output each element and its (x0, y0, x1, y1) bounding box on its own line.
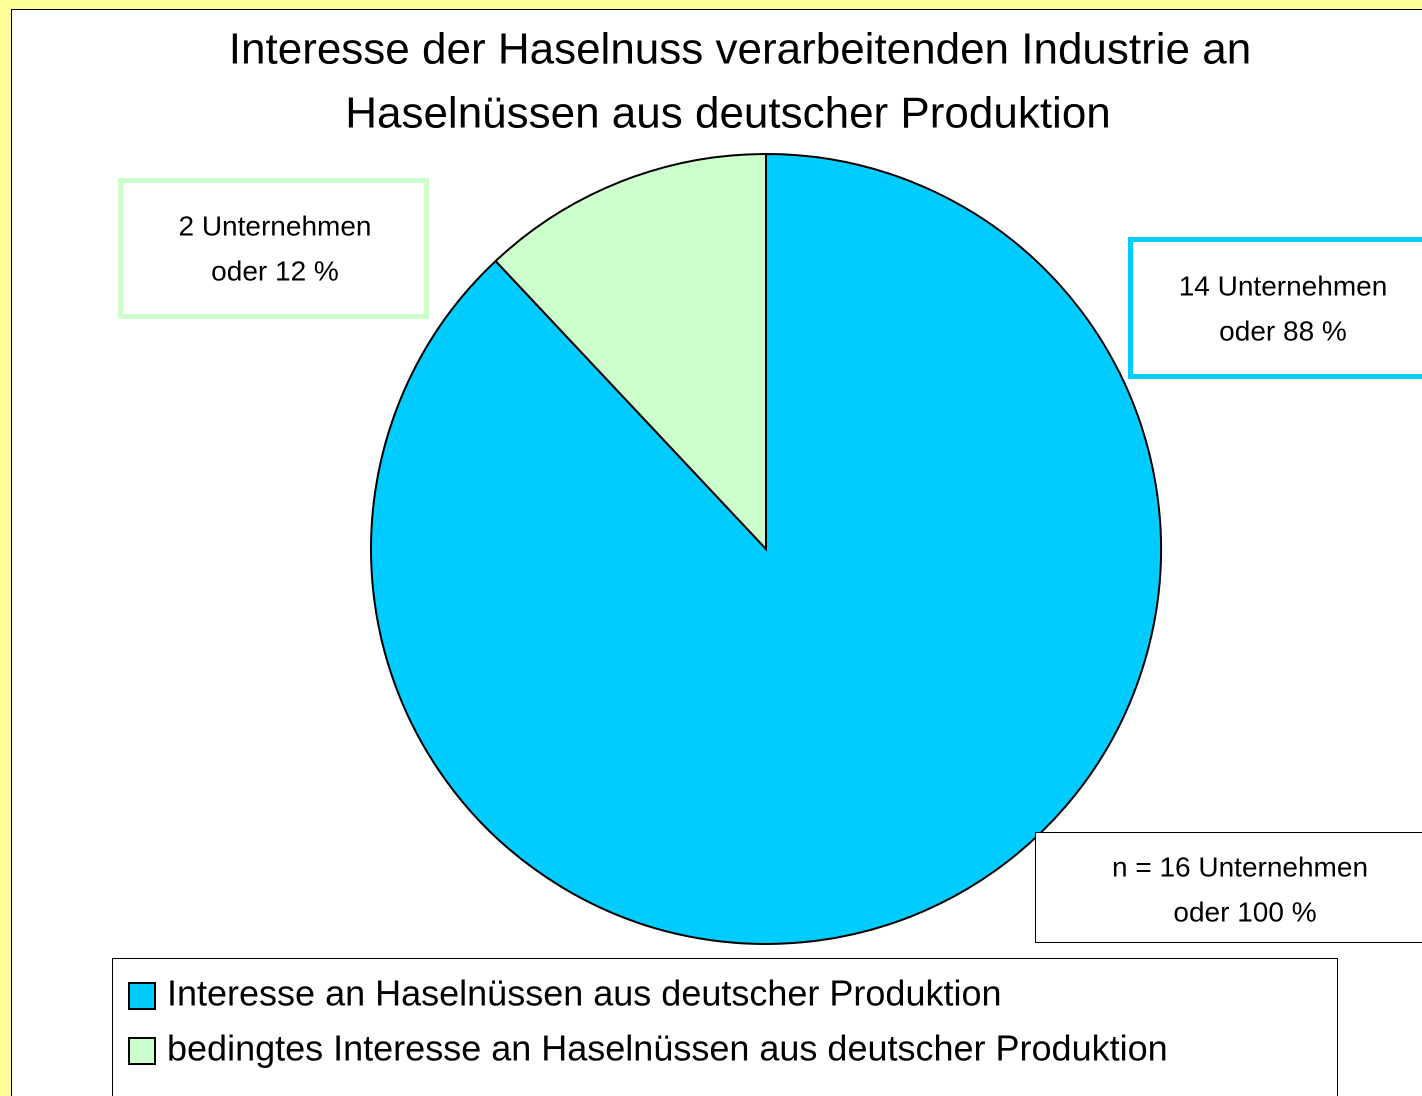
legend-label: Interesse an Haselnüssen aus deutscher P… (167, 973, 1002, 1014)
data-label: 2 Unternehmen (178, 210, 371, 241)
label-box (1128, 237, 1422, 379)
label-box (118, 178, 429, 319)
legend-label: bedingtes Interesse an Haselnüssen aus d… (167, 1028, 1168, 1069)
chart-title: Interesse der Haselnuss verarbeitenden I… (229, 25, 1251, 74)
data-label: oder 12 % (211, 255, 339, 286)
annotation: n = 16 Unternehmen (1112, 851, 1368, 882)
pie-slice (494, 152, 767, 552)
chart-title: Haselnüssen aus deutscher Produktion (345, 89, 1111, 138)
annotation: oder 100 % (1173, 896, 1316, 927)
legend-box (112, 958, 1338, 1096)
data-label: 14 Unternehmen (1179, 270, 1388, 301)
data-label: oder 88 % (1219, 315, 1347, 346)
legend-swatch (128, 1037, 156, 1065)
annotation-box (1035, 832, 1422, 943)
legend-swatch (128, 982, 156, 1010)
